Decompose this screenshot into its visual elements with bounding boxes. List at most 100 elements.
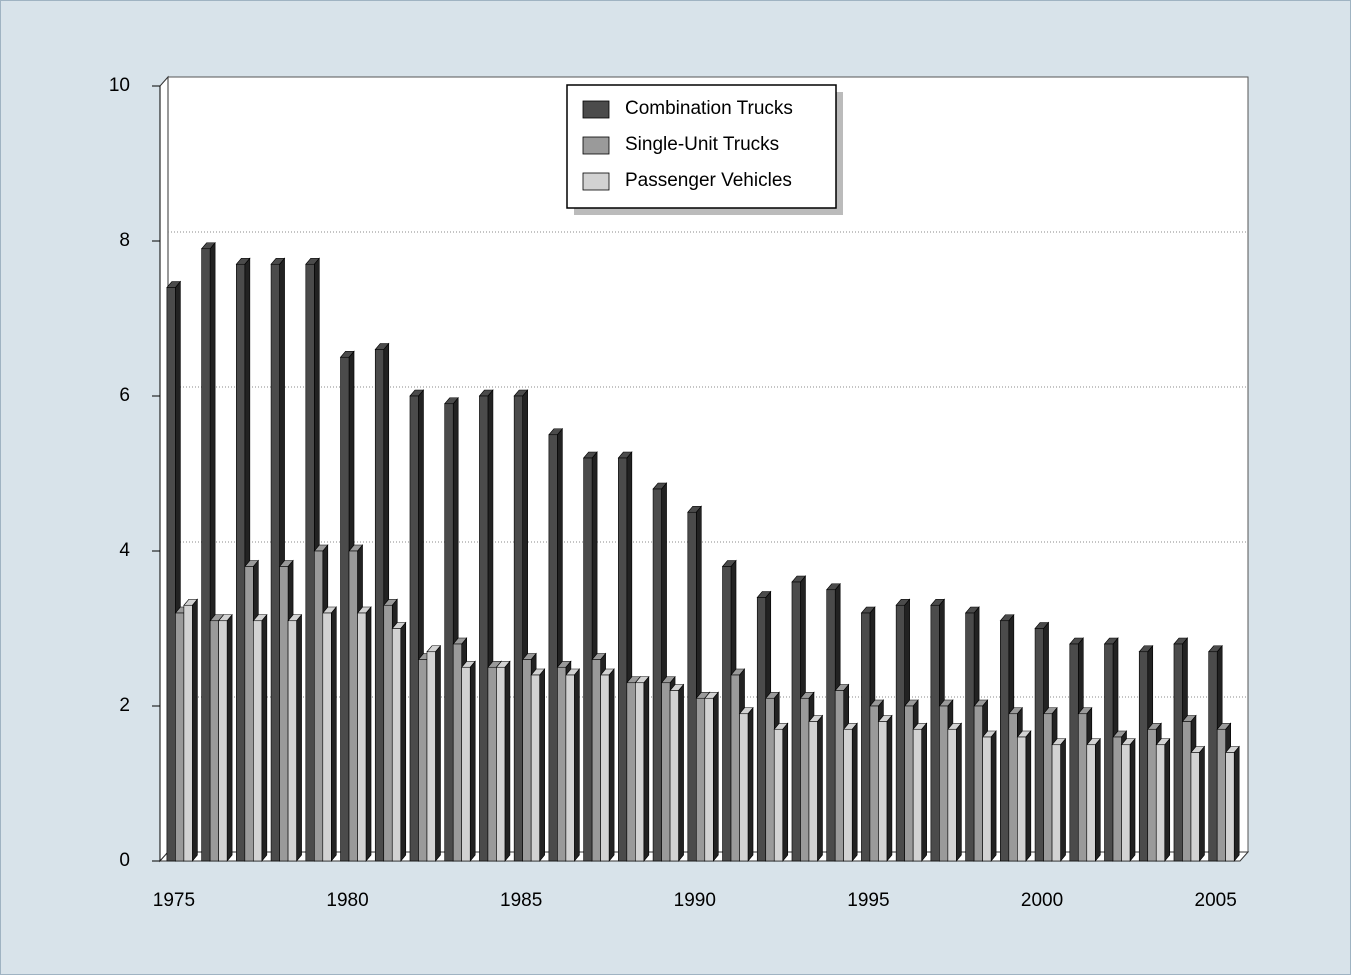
bar [591, 659, 601, 862]
bar [1190, 752, 1200, 862]
bar-side [608, 668, 615, 862]
bar-side [330, 606, 337, 862]
bar-side [469, 660, 476, 862]
bar [244, 566, 254, 862]
bar-side [782, 722, 789, 862]
bar [383, 604, 393, 862]
bar [791, 581, 801, 862]
bar [305, 263, 315, 862]
bar-side [817, 714, 823, 862]
bar-side [956, 722, 962, 862]
x-tick-label: 2005 [1195, 890, 1237, 911]
bar [739, 713, 749, 862]
bar-side [1233, 745, 1240, 862]
bar-side [192, 598, 198, 862]
bar [939, 705, 949, 862]
bar-side [678, 683, 684, 862]
bar-side [1094, 737, 1101, 862]
legend-label: Combination Trucks [625, 98, 793, 119]
bar [348, 550, 358, 862]
bar-side [990, 730, 997, 862]
bar [704, 697, 714, 862]
bar [626, 682, 636, 862]
bar [270, 263, 280, 862]
y-tick-label: 4 [119, 540, 130, 561]
bar [826, 589, 836, 862]
bar-side [851, 722, 858, 862]
bar-side [1129, 737, 1136, 862]
bar [1155, 744, 1166, 862]
bar [279, 566, 289, 862]
bar [583, 457, 593, 862]
bar-side [261, 613, 268, 862]
bar [557, 666, 567, 862]
bar [1051, 744, 1061, 862]
x-tick-label: 1985 [500, 890, 542, 911]
bar [756, 597, 767, 862]
bar [973, 705, 983, 862]
bar [652, 488, 662, 862]
bar [1112, 736, 1122, 862]
bar-side [1025, 730, 1032, 862]
bar [313, 550, 324, 862]
bar [1225, 752, 1235, 862]
bar [357, 612, 367, 862]
legend-swatch [582, 172, 610, 191]
x-tick-label: 1980 [326, 890, 368, 911]
bar-side [712, 691, 719, 862]
bar [322, 612, 332, 862]
bar [340, 356, 350, 862]
bar [253, 620, 263, 862]
x-tick-label: 1975 [153, 890, 195, 911]
bar [1000, 620, 1010, 862]
bar [843, 728, 853, 862]
bar [201, 248, 211, 862]
bar [530, 674, 540, 862]
bar-side [886, 714, 893, 862]
bar [236, 263, 246, 862]
x-tick-label: 1995 [847, 890, 889, 911]
bar [765, 697, 775, 862]
bar [452, 643, 463, 862]
bar-side [400, 621, 407, 862]
bar [1077, 713, 1088, 862]
bar [895, 604, 905, 862]
bar [418, 659, 428, 862]
bar [965, 612, 975, 862]
bar [669, 690, 679, 862]
bar [1034, 628, 1044, 862]
bar-side [1060, 737, 1066, 862]
bar [209, 620, 219, 862]
bar [175, 612, 185, 862]
bar-side [1164, 737, 1171, 862]
bar [618, 457, 628, 862]
bar [1017, 736, 1027, 862]
bar [1182, 721, 1192, 862]
legend-swatch [582, 100, 610, 119]
bar [183, 604, 193, 862]
bar [695, 697, 706, 862]
bar [808, 721, 818, 862]
bar [773, 728, 784, 862]
bar [374, 349, 385, 862]
bar [218, 620, 228, 862]
legend [566, 84, 837, 209]
bar [947, 728, 957, 862]
bar-side [296, 613, 302, 862]
bar [1043, 713, 1053, 862]
y-tick-label: 0 [119, 850, 130, 871]
y-tick-label: 2 [119, 695, 130, 716]
bar [600, 674, 610, 862]
bar [565, 674, 575, 862]
bar [487, 666, 497, 862]
bar [834, 690, 844, 862]
bar [687, 511, 697, 862]
y-tick-label: 6 [119, 385, 130, 406]
bar [635, 682, 645, 862]
bar [878, 721, 888, 862]
y-tick-label: 10 [109, 75, 130, 96]
bar-side [435, 644, 441, 862]
bar-side [574, 668, 580, 862]
bar-side [643, 675, 650, 862]
